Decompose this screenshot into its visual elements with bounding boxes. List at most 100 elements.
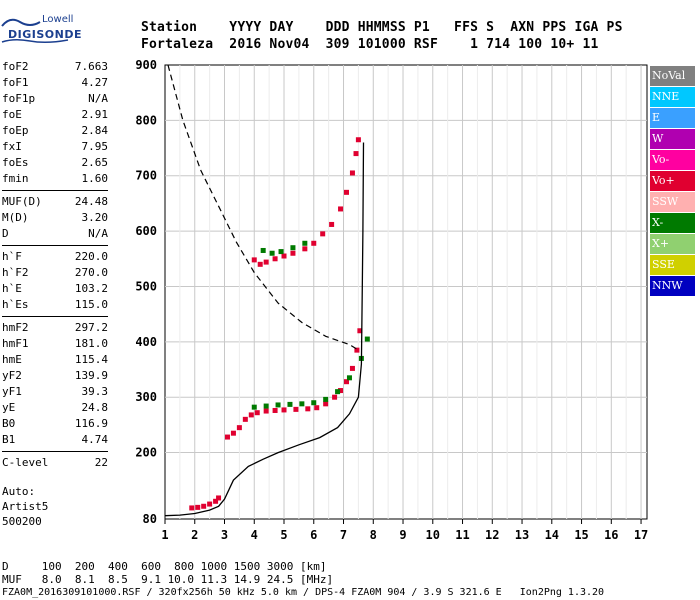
- x-tick-label: 10: [426, 528, 440, 542]
- param-row: hmE 115.4: [2, 352, 108, 368]
- echo-point: [353, 151, 359, 157]
- echo-point: [346, 375, 352, 381]
- param-name: B1: [2, 433, 16, 446]
- echo-point: [287, 401, 293, 407]
- x-tick-label: 2: [191, 528, 198, 542]
- param-row: h`E 103.2: [2, 281, 108, 297]
- footer-info: FZA0M_2016309101000.RSF / 320fx256h 50 k…: [2, 587, 605, 598]
- param-row: foF1p N/A: [2, 91, 108, 107]
- echo-point: [242, 416, 248, 422]
- x-tick-label: 3: [221, 528, 228, 542]
- echo-point: [251, 404, 257, 410]
- echo-point: [332, 394, 338, 400]
- x-tick-label: 15: [574, 528, 588, 542]
- echo-point: [257, 261, 263, 267]
- param-name: C-level: [2, 456, 49, 469]
- echo-point: [293, 406, 299, 412]
- param-value: 4.74: [81, 433, 109, 446]
- echo-point: [290, 245, 296, 251]
- logo-maker: Lowell: [42, 14, 74, 25]
- x-tick-label: 7: [340, 528, 347, 542]
- param-name: foE: [2, 108, 22, 121]
- param-name: hmE: [2, 353, 22, 366]
- param-value: 270.0: [74, 266, 108, 279]
- param-value: 3.20: [81, 211, 109, 224]
- header-values: Fortaleza 2016 Nov04 309 101000 RSF 1 71…: [141, 37, 599, 52]
- param-row: yE 24.8: [2, 400, 108, 416]
- param-row: fxI 7.95: [2, 139, 108, 155]
- echo-point: [302, 246, 308, 252]
- param-name: h`F2: [2, 266, 29, 279]
- param-value: 115.4: [74, 353, 108, 366]
- x-tick-label: 9: [399, 528, 406, 542]
- legend-item: W: [650, 129, 695, 149]
- param-name: yF2: [2, 369, 22, 382]
- x-tick-label: 5: [280, 528, 287, 542]
- electron-density-profile: [164, 142, 365, 517]
- x-tick-label: 11: [455, 528, 469, 542]
- legend-item: X+: [650, 234, 695, 254]
- param-value: 2.65: [81, 156, 109, 169]
- muf-curve: [167, 64, 359, 351]
- param-row: C-level 22: [2, 455, 108, 471]
- y-tick-label: 400: [135, 335, 157, 349]
- ionogram-plot: 1 2 3 4 5 6 7 8 9 10 11 12 13 14 15 16 17802003004005006…: [135, 58, 648, 542]
- param-row: MUF(D) 24.48: [2, 194, 108, 210]
- y-tick-label: 800: [135, 113, 157, 127]
- param-value: 181.0: [74, 337, 108, 350]
- param-value: 115.0: [74, 298, 108, 311]
- autoscaling-info: Auto: Artist5 500200: [2, 484, 48, 529]
- param-value: 24.8: [81, 401, 109, 414]
- param-value: 7.95: [81, 140, 109, 153]
- y-tick-label: 200: [135, 446, 157, 460]
- param-name: fmin: [2, 172, 29, 185]
- param-name: foEs: [2, 156, 29, 169]
- echo-point: [224, 434, 230, 440]
- param-value: 1.60: [81, 172, 109, 185]
- legend-item: NNW: [650, 276, 695, 296]
- echo-point: [338, 206, 344, 212]
- echo-point: [329, 221, 335, 227]
- x-tick-label: 4: [251, 528, 258, 542]
- param-name: hmF1: [2, 337, 29, 350]
- scaled-parameters: foF2 7.663 foF1 4.27 foF1p N/A foE 2.91 foEp 2.84…: [2, 59, 108, 471]
- echo-point: [281, 407, 287, 413]
- echo-point: [323, 396, 329, 402]
- x-tick-label: 13: [515, 528, 529, 542]
- param-value: 7.663: [74, 60, 108, 73]
- param-value: 297.2: [74, 321, 108, 334]
- param-separator: [2, 190, 108, 191]
- param-name: D: [2, 227, 9, 240]
- echo-point: [263, 403, 269, 409]
- x-tick-label: 17: [634, 528, 648, 542]
- y-tick-label: 80: [143, 512, 157, 526]
- echo-point: [278, 249, 284, 255]
- echo-point: [323, 401, 329, 407]
- legend-item: Vo+: [650, 171, 695, 191]
- echo-point: [299, 401, 305, 407]
- echo-point: [290, 250, 296, 256]
- echo-point: [195, 504, 201, 510]
- param-name: foEp: [2, 124, 29, 137]
- auto-software: Artist5: [2, 500, 49, 513]
- echo-point: [254, 410, 260, 416]
- legend-item: E: [650, 108, 695, 128]
- y-tick-label: 300: [135, 390, 157, 404]
- logo: Lowell DIGISONDE: [0, 8, 81, 48]
- echo-point: [236, 425, 242, 431]
- echo-point: [311, 240, 317, 246]
- echo-point: [311, 400, 317, 406]
- param-value: 22: [94, 456, 108, 469]
- x-tick-label: 6: [310, 528, 317, 542]
- param-row: foE 2.91: [2, 107, 108, 123]
- echo-point: [349, 170, 355, 176]
- echo-point: [207, 501, 213, 507]
- param-value: N/A: [88, 227, 108, 240]
- echo-point: [230, 430, 236, 436]
- echo-point: [354, 347, 360, 353]
- param-name: hmF2: [2, 321, 29, 334]
- echo-point: [263, 259, 269, 265]
- echo-point: [275, 402, 281, 408]
- echo-point: [355, 137, 361, 143]
- echo-point: [216, 495, 222, 501]
